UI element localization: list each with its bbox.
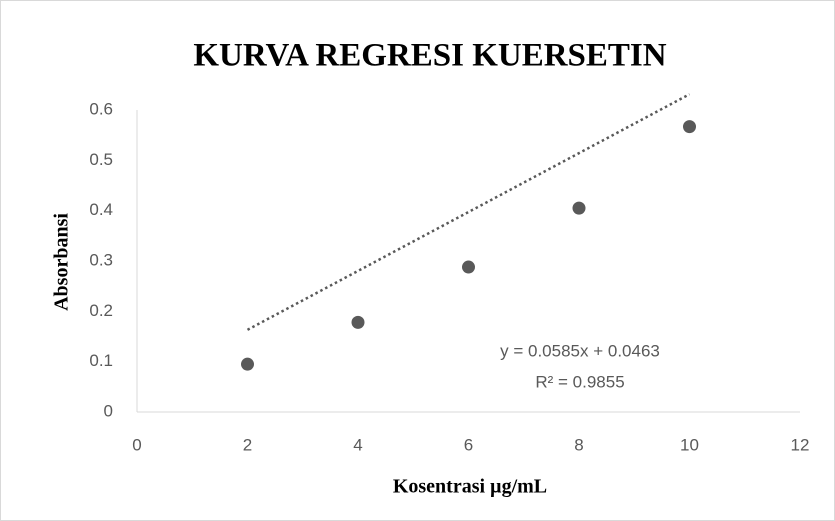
y-tick-label: 0.6	[89, 99, 113, 118]
data-point	[572, 201, 586, 215]
data-point	[462, 260, 475, 274]
y-axis-label: Absorbansi	[51, 213, 73, 311]
y-tick-label: 0.1	[89, 351, 113, 370]
data-point	[241, 357, 254, 371]
x-axis-label: Kosentrasi µg/mL	[393, 476, 547, 498]
r-squared: R² = 0.9855	[535, 372, 624, 391]
y-tick-label: 0.3	[89, 250, 113, 269]
data-point	[683, 120, 696, 134]
x-tick-label: 2	[243, 435, 252, 454]
x-tick-label: 10	[680, 435, 699, 454]
chart-title: KURVA REGRESI KUERSETIN	[193, 38, 666, 74]
x-tick-label: 8	[574, 435, 583, 454]
x-tick-label: 4	[353, 435, 362, 454]
y-tick-label: 0.4	[89, 200, 113, 219]
x-tick-label: 12	[791, 435, 810, 454]
trendline-equation: y = 0.0585x + 0.0463	[500, 341, 660, 360]
y-tick-label: 0.5	[89, 150, 113, 169]
data-point	[351, 315, 365, 329]
y-tick-label: 0	[104, 401, 113, 420]
x-tick-label: 6	[464, 435, 473, 454]
y-tick-label: 0.2	[89, 301, 113, 320]
x-tick-label: 0	[132, 435, 141, 454]
trendline	[246, 93, 691, 331]
